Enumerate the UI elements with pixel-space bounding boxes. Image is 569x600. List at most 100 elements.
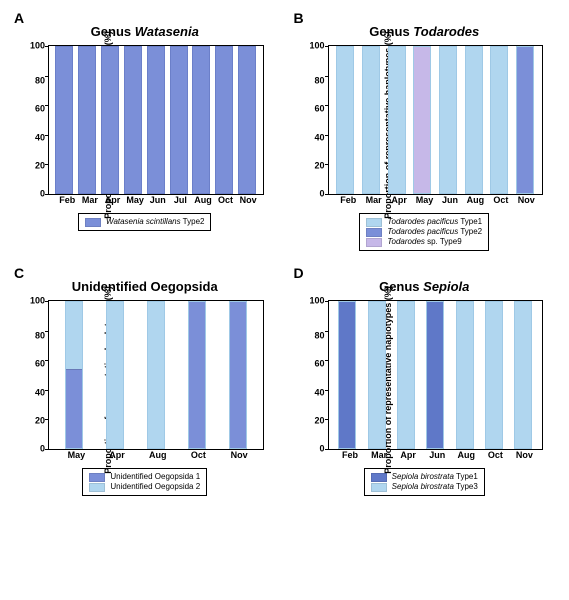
bar (229, 301, 247, 449)
x-ticks: FebMarAprJunAugOctNov (332, 450, 544, 460)
bar (336, 46, 354, 194)
bar-segment (457, 302, 473, 448)
bar (456, 301, 474, 449)
legend-swatch (366, 228, 382, 237)
panel-letter: A (14, 10, 24, 26)
bar-segment (216, 47, 232, 193)
bar-segment (189, 302, 205, 448)
legend-swatch (89, 473, 105, 482)
legend: Watasenia scintillans Type2 (78, 213, 211, 231)
plot-area (328, 300, 543, 450)
legend-label: Watasenia scintillans Type2 (106, 217, 204, 227)
bar (362, 46, 380, 194)
legend-label: Unidentified Oegopsida 1 (110, 472, 200, 482)
bar-segment (414, 47, 430, 193)
bar (147, 301, 165, 449)
bar-segment (66, 302, 82, 369)
plot-area (328, 45, 543, 195)
bar (516, 46, 534, 194)
legend-label: Todarodes pacificus Type1 (387, 217, 482, 227)
legend: Unidentified Oegopsida 1Unidentified Oeg… (82, 468, 207, 496)
bar (192, 46, 210, 194)
bar-segment (466, 47, 482, 193)
legend-item: Sepiola birostrata Type3 (371, 482, 478, 492)
legend-item: Todarodes pacificus Type2 (366, 227, 482, 237)
legend-label: Sepiola birostrata Type1 (392, 472, 478, 482)
bar (106, 301, 124, 449)
bar-segment (369, 302, 385, 448)
bar-segment (66, 369, 82, 448)
bar-segment (491, 47, 507, 193)
legend-label: Todarodes sp. Type9 (387, 237, 461, 247)
bar (514, 301, 532, 449)
legend-label: Sepiola birostrata Type3 (392, 482, 478, 492)
bar (124, 46, 142, 194)
legend-item: Unidentified Oegopsida 2 (89, 482, 200, 492)
legend-label: Todarodes pacificus Type2 (387, 227, 482, 237)
chart-frame: Proportion of representative haplotypes … (14, 45, 276, 205)
bar (426, 301, 444, 449)
panel-title: Genus Todarodes (294, 24, 556, 39)
bar-segment (125, 47, 141, 193)
bar-segment (515, 302, 531, 448)
bar (55, 46, 73, 194)
plot-area (48, 300, 263, 450)
bar-segment (56, 47, 72, 193)
bar (413, 46, 431, 194)
bar (485, 301, 503, 449)
bar (368, 301, 386, 449)
bar-segment (486, 302, 502, 448)
panel-title: Genus Watasenia (14, 24, 276, 39)
bar-segment (517, 47, 533, 193)
bar-segment (239, 47, 255, 193)
bar-segment (148, 302, 164, 448)
legend-swatch (371, 473, 387, 482)
legend-swatch (85, 218, 101, 227)
bar-segment (427, 302, 443, 448)
legend-label: Unidentified Oegopsida 2 (110, 482, 200, 492)
bar-segment (230, 302, 246, 448)
x-ticks: FebMarAprMayJunJulAugOctNov (52, 195, 264, 205)
chart-frame: Proportion of representative haplotypes … (294, 45, 556, 205)
bar-segment (440, 47, 456, 193)
chart-frame: Proportion of representative haplotypes … (294, 300, 556, 460)
bar-segment (193, 47, 209, 193)
bar (215, 46, 233, 194)
bar (397, 301, 415, 449)
bar (338, 301, 356, 449)
panel-letter: B (294, 10, 304, 26)
legend-swatch (89, 483, 105, 492)
plot-area (48, 45, 263, 195)
bar-segment (171, 47, 187, 193)
panel-b: BGenus Todarodes Proportion of representa… (290, 10, 560, 255)
bar (78, 46, 96, 194)
y-ticks: 100806040200 (310, 300, 328, 450)
x-ticks: FebMarAprMayJunAugOctNov (332, 195, 544, 205)
panel-letter: D (294, 265, 304, 281)
bar (238, 46, 256, 194)
bar (170, 46, 188, 194)
bar (65, 301, 83, 449)
panel-a: AGenus Watasenia Proportion of representa… (10, 10, 280, 255)
panel-title: Unidentified Oegopsida (14, 279, 276, 294)
chart-frame: Proportion of representative haplotypes … (14, 300, 276, 460)
x-ticks: MayAprAugOctNov (52, 450, 264, 460)
panel-d: DGenus Sepiola Proportion of representati… (290, 265, 560, 510)
y-ticks: 100806040200 (30, 300, 48, 450)
bar (465, 46, 483, 194)
bar (490, 46, 508, 194)
panel-title: Genus Sepiola (294, 279, 556, 294)
bar-segment (148, 47, 164, 193)
bar-segment (79, 47, 95, 193)
legend-item: Todarodes sp. Type9 (366, 237, 482, 247)
bar (439, 46, 457, 194)
y-ticks: 100806040200 (310, 45, 328, 195)
y-ticks: 100806040200 (30, 45, 48, 195)
bar-segment (107, 302, 123, 448)
panel-c: CUnidentified OegopsidaProportion of rep… (10, 265, 280, 510)
bar-segment (389, 47, 405, 193)
bar-segment (102, 47, 118, 193)
legend: Todarodes pacificus Type1Todarodes pacif… (359, 213, 489, 251)
bar (101, 46, 119, 194)
legend-swatch (366, 218, 382, 227)
